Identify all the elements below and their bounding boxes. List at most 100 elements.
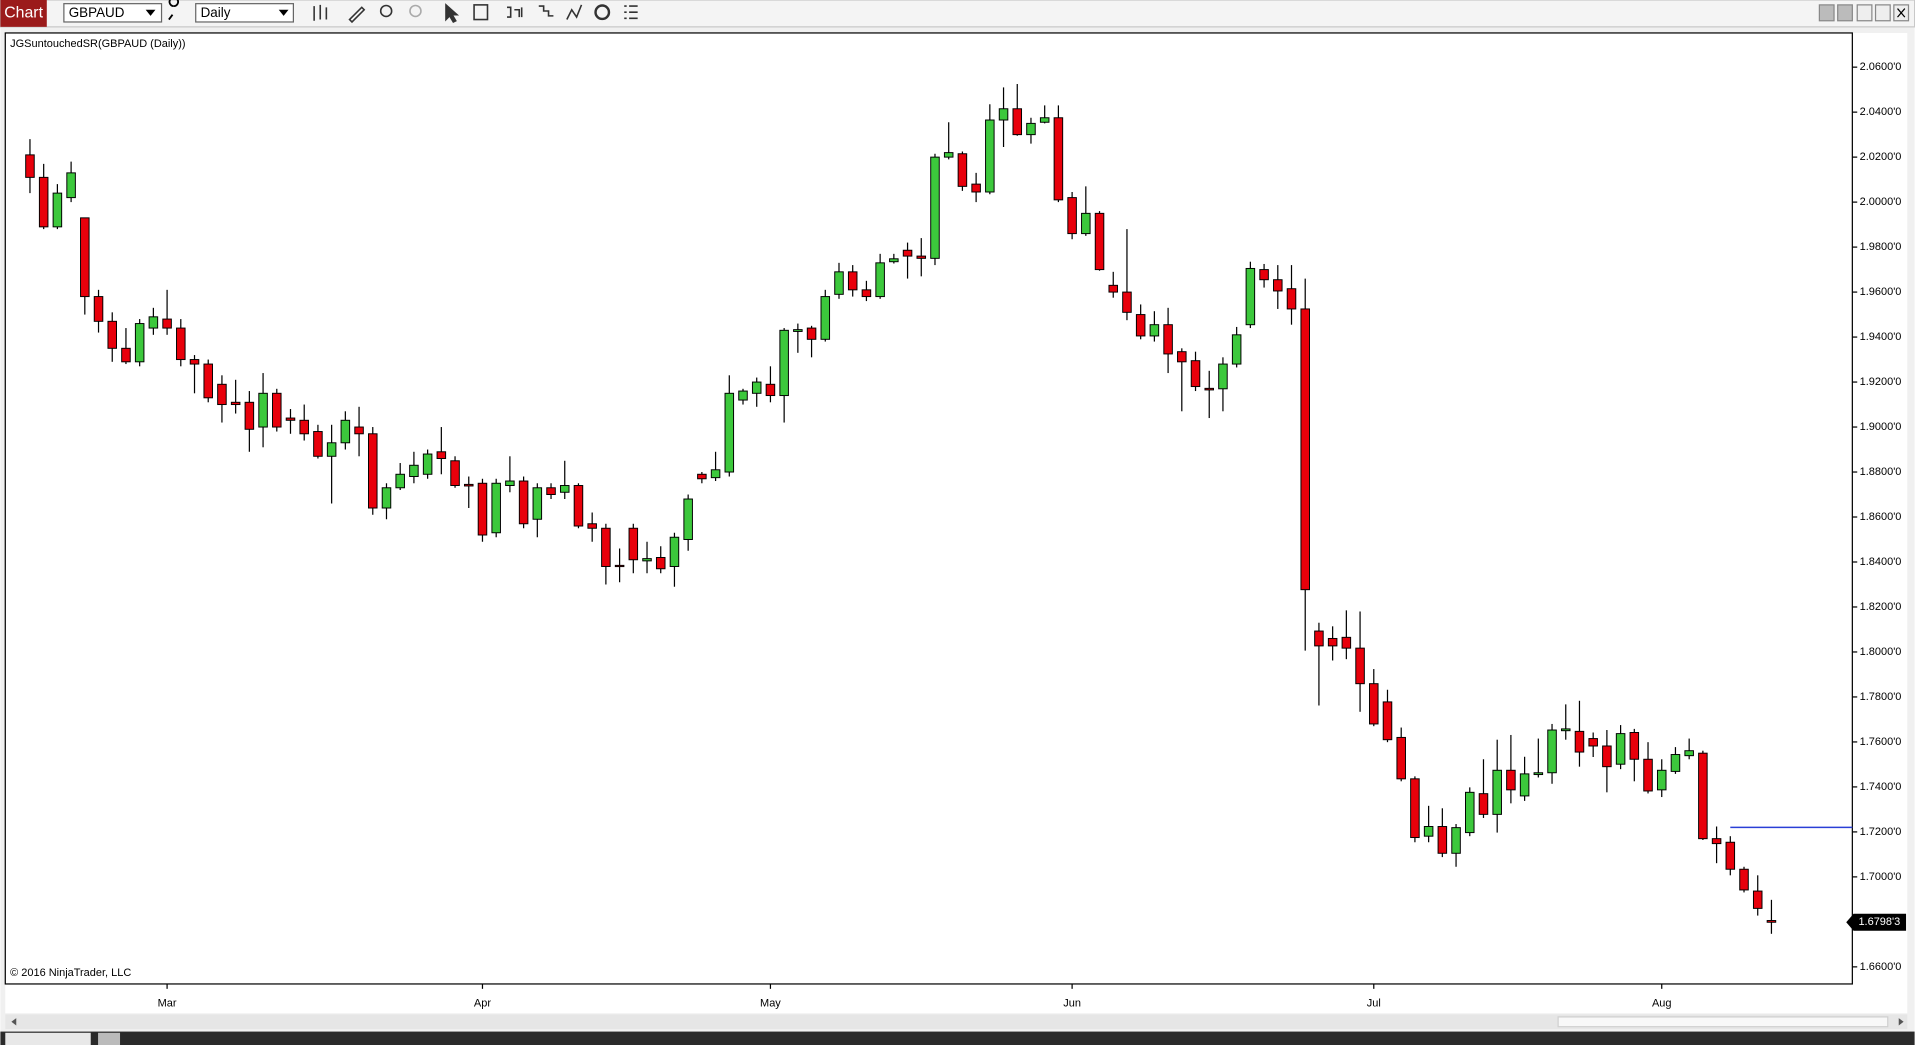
candle-body bbox=[1327, 637, 1338, 647]
candle-body bbox=[1478, 793, 1489, 815]
candle-body bbox=[1437, 826, 1448, 854]
steps-icon[interactable] bbox=[538, 5, 554, 17]
candle-body bbox=[1177, 351, 1187, 363]
candle-body bbox=[436, 451, 447, 460]
candle-body bbox=[450, 460, 460, 487]
candle-body bbox=[491, 482, 501, 534]
candle-body bbox=[313, 431, 323, 457]
candle-body bbox=[1711, 838, 1722, 845]
interval-label: Daily bbox=[201, 5, 231, 20]
zoom-in-icon[interactable] bbox=[379, 4, 393, 18]
pointer-icon[interactable] bbox=[445, 3, 460, 24]
interval-select[interactable] bbox=[195, 3, 294, 23]
y-tick-label: 1.7000'0 bbox=[1860, 871, 1902, 883]
y-tick-label: 2.0000'0 bbox=[1860, 196, 1902, 208]
window-button[interactable] bbox=[1818, 4, 1835, 22]
candle-body bbox=[655, 557, 666, 570]
candle-body bbox=[121, 347, 131, 363]
add-tab[interactable] bbox=[98, 1032, 121, 1045]
candle-body bbox=[847, 271, 858, 291]
candle-body bbox=[93, 296, 104, 322]
candle-body bbox=[806, 327, 817, 340]
minimize-button[interactable] bbox=[1856, 4, 1873, 22]
candle-body bbox=[1615, 733, 1626, 765]
candle-body bbox=[285, 417, 296, 421]
candle-body bbox=[1053, 117, 1064, 201]
candle-body bbox=[1670, 754, 1681, 772]
dropdown-arrow bbox=[145, 9, 156, 16]
candle-body bbox=[422, 453, 433, 475]
candle-body bbox=[463, 483, 474, 487]
candle-body bbox=[1231, 334, 1242, 365]
candle-body bbox=[203, 363, 213, 399]
y-tick-label: 1.9200'0 bbox=[1860, 376, 1902, 388]
tab-label: Chart bbox=[4, 5, 43, 22]
candle-body bbox=[1725, 841, 1736, 870]
close-glyph bbox=[1897, 8, 1906, 18]
candle-body bbox=[1204, 387, 1214, 391]
y-tick-label: 1.7600'0 bbox=[1860, 736, 1902, 748]
candle-body bbox=[587, 523, 597, 529]
candle-body bbox=[1684, 750, 1694, 757]
toolbar-icons bbox=[313, 3, 638, 24]
candle-body bbox=[1026, 122, 1036, 136]
sheet-tab[interactable] bbox=[5, 1032, 91, 1045]
candle-body bbox=[381, 487, 392, 509]
chart-layer: 1.6600'01.6800'01.7000'01.7200'01.7400'0… bbox=[25, 61, 1907, 1009]
y-tick-label: 1.6600'0 bbox=[1860, 961, 1902, 973]
data-box-icon[interactable] bbox=[473, 4, 489, 21]
y-tick-label: 1.8600'0 bbox=[1860, 511, 1902, 523]
candle-body bbox=[25, 154, 35, 178]
search-icon[interactable] bbox=[168, 0, 179, 21]
candle-body bbox=[861, 289, 872, 298]
candle-body bbox=[148, 316, 159, 329]
lines-icon[interactable] bbox=[566, 4, 583, 20]
candle-body bbox=[601, 527, 611, 567]
candle-body bbox=[669, 536, 680, 567]
candle-body bbox=[1190, 360, 1201, 388]
candle-body bbox=[1739, 868, 1749, 891]
candle-body bbox=[1451, 827, 1461, 854]
x-tick-label: Jul bbox=[1367, 997, 1381, 1009]
bars-icon[interactable] bbox=[313, 4, 328, 21]
y-tick-label: 1.8200'0 bbox=[1860, 601, 1902, 613]
instrument-label: GBPAUD bbox=[69, 5, 125, 20]
candle-body bbox=[258, 392, 268, 428]
candle-body bbox=[1067, 197, 1077, 235]
refresh-icon[interactable] bbox=[594, 4, 611, 21]
candle-body bbox=[1574, 730, 1585, 753]
indicator-label: JGSuntouchedSR(GBPAUD (Daily)) bbox=[10, 38, 185, 50]
chart-tab[interactable] bbox=[0, 0, 47, 27]
draw-icon[interactable] bbox=[348, 6, 366, 24]
candle-body bbox=[1245, 267, 1256, 326]
y-tick-label: 2.0400'0 bbox=[1860, 106, 1902, 118]
candle-body bbox=[1533, 772, 1544, 776]
properties-icon[interactable] bbox=[624, 5, 638, 20]
candle-body bbox=[395, 473, 405, 489]
candle-body bbox=[52, 192, 63, 228]
candle-body bbox=[409, 464, 419, 478]
y-tick-label: 2.0200'0 bbox=[1860, 151, 1902, 163]
candle-body bbox=[1149, 324, 1160, 337]
scroll-thumb[interactable] bbox=[1557, 1016, 1889, 1028]
candle-body bbox=[642, 558, 652, 562]
bar-type-icon[interactable] bbox=[507, 6, 523, 18]
candle-body bbox=[217, 383, 227, 406]
candle-body bbox=[1752, 890, 1763, 909]
window-button[interactable] bbox=[1837, 4, 1853, 22]
candle-body bbox=[162, 318, 172, 329]
candle-body bbox=[834, 271, 844, 295]
candle-body bbox=[1423, 826, 1434, 837]
y-tick-label: 1.8400'0 bbox=[1860, 556, 1902, 568]
zoom-out-icon[interactable] bbox=[409, 4, 422, 18]
scrollbar[interactable] bbox=[5, 1014, 1908, 1030]
dropdown-arrow bbox=[278, 9, 289, 16]
candle-body bbox=[1506, 769, 1516, 791]
restore-button[interactable] bbox=[1874, 4, 1891, 22]
candle-body bbox=[1039, 117, 1050, 123]
candle-body bbox=[889, 258, 899, 263]
instrument-select[interactable] bbox=[63, 3, 163, 23]
x-tick-label: Apr bbox=[474, 997, 491, 1009]
candle-body bbox=[738, 390, 748, 401]
